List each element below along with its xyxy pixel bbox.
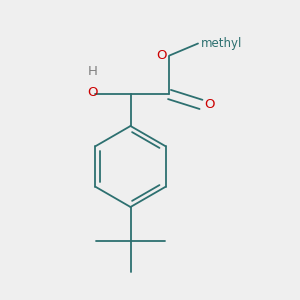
Text: O: O bbox=[88, 86, 98, 100]
Text: H: H bbox=[88, 65, 98, 78]
Text: O: O bbox=[204, 98, 214, 111]
Text: methyl: methyl bbox=[200, 37, 242, 50]
Text: O: O bbox=[156, 49, 166, 62]
